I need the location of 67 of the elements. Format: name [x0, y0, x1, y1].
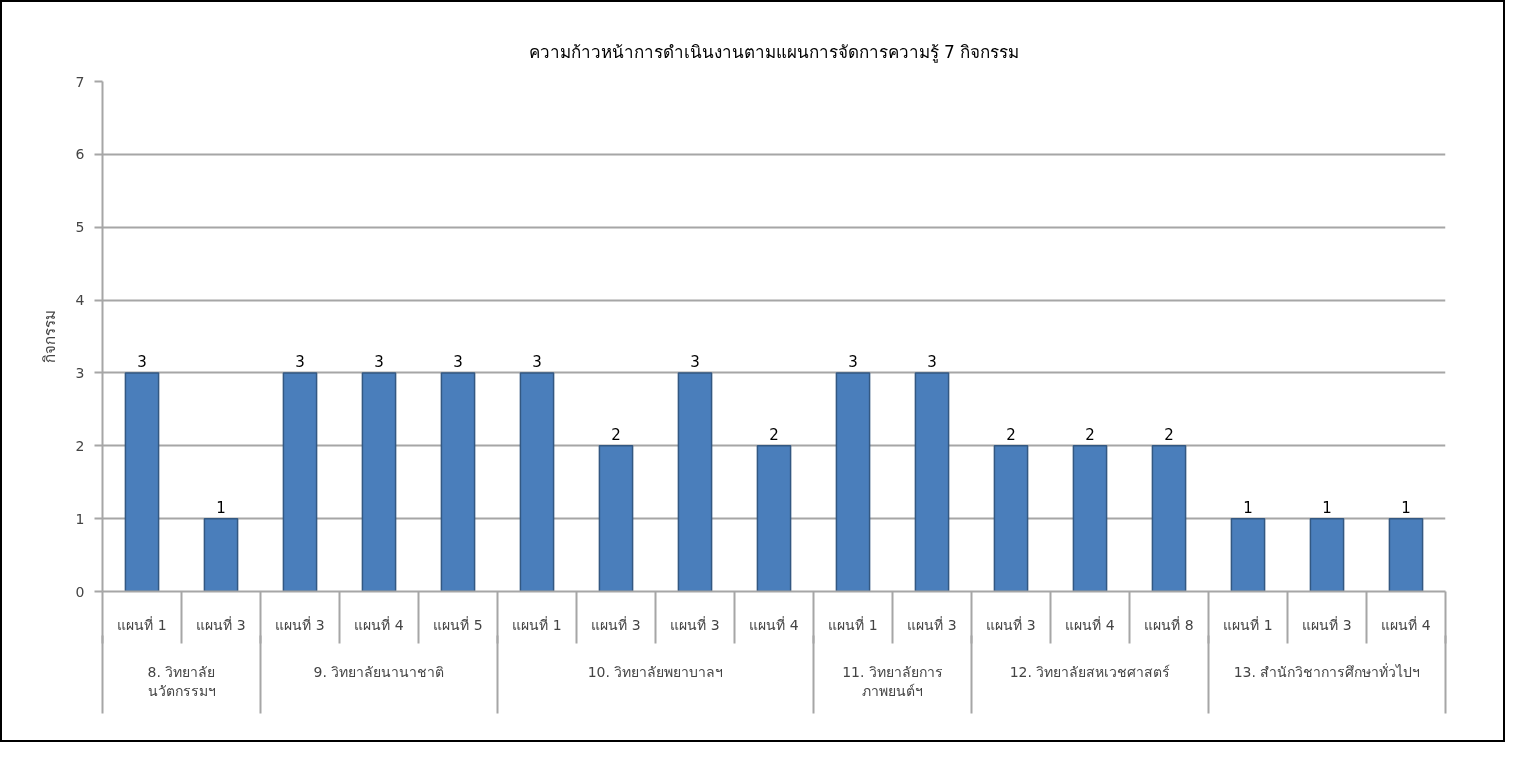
data-label: 1	[1401, 498, 1411, 517]
x-tick-label: แผนที่ 5	[433, 615, 483, 633]
chart-title: ความก้าวหน้าการดำเนินงานตามแผนการจัดการความรู้ 7 กิจกรรม	[528, 41, 1020, 63]
data-label: 2	[1164, 425, 1174, 444]
x-tick-label: แผนที่ 3	[591, 615, 641, 633]
x-tick-label: แผนที่ 3	[986, 615, 1036, 633]
y-tick-label: 1	[75, 510, 85, 527]
bar	[282, 372, 318, 592]
x-tick-label: แผนที่ 3	[275, 615, 325, 633]
bar	[519, 372, 555, 592]
bar	[1151, 445, 1187, 592]
y-tick-label: 5	[75, 219, 85, 236]
y-axis-title: กิจกรรม	[40, 310, 59, 363]
data-label: 2	[611, 425, 621, 444]
bar	[756, 445, 792, 592]
x-tick-label: แผนที่ 3	[670, 615, 720, 633]
data-label: 3	[374, 352, 384, 371]
data-label: 3	[690, 352, 700, 371]
bar	[1309, 517, 1345, 592]
x-tick-label: แผนที่ 4	[1381, 615, 1431, 633]
bar	[440, 372, 476, 592]
x-tick-label: แผนที่ 4	[1065, 615, 1115, 633]
bar	[124, 372, 160, 592]
data-label: 2	[1006, 425, 1016, 444]
bar	[914, 372, 950, 592]
text: 12. วิทยาลัยสหเวชศาสตร์	[1009, 663, 1171, 680]
x-tick-label: แผนที่ 1	[117, 615, 167, 633]
data-label: 3	[295, 352, 305, 371]
bar	[677, 372, 713, 592]
x-tick-label: แผนที่ 1	[828, 615, 878, 633]
bar	[993, 445, 1029, 592]
bar	[203, 517, 239, 592]
y-tick-label: 0	[75, 583, 85, 600]
y-tick-label: 2	[75, 437, 85, 454]
data-label: 3	[532, 352, 542, 371]
text: 10. วิทยาลัยพยาบาลฯ	[587, 663, 724, 680]
bar	[1388, 517, 1424, 592]
text: 8. วิทยาลัย นวัตกรรมฯ	[147, 663, 216, 699]
bar	[1230, 517, 1266, 592]
x-tick-label: แผนที่ 1	[512, 615, 562, 633]
data-label: 3	[453, 352, 463, 371]
bar	[1072, 445, 1108, 592]
data-label: 3	[848, 352, 858, 371]
bar	[361, 372, 397, 592]
data-label: 2	[1085, 425, 1095, 444]
x-tick-label: แผนที่ 3	[907, 615, 957, 633]
data-label: 3	[137, 352, 147, 371]
x-tick-label: แผนที่ 4	[749, 615, 799, 633]
y-tick-label: 3	[75, 364, 85, 381]
y-tick-label: 4	[75, 292, 85, 309]
y-tick-label: 6	[75, 146, 85, 163]
data-label: 2	[769, 425, 779, 444]
bar	[835, 372, 871, 592]
x-tick-label: แผนที่ 3	[196, 615, 246, 633]
data-label: 1	[216, 498, 226, 517]
x-tick-label: แผนที่ 8	[1144, 615, 1194, 633]
x-tick-label: แผนที่ 4	[354, 615, 404, 633]
bar	[598, 445, 634, 592]
text: 11. วิทยาลัยการ ภาพยนต์ฯ	[842, 663, 943, 699]
data-label: 1	[1243, 498, 1253, 517]
x-tick-label: แผนที่ 1	[1223, 615, 1273, 633]
y-tick-label: 7	[75, 73, 85, 90]
text: 13. สำนักวิชาการศึกษาทั่วไปฯ	[1233, 662, 1421, 680]
data-label: 1	[1322, 498, 1332, 517]
x-tick-label: แผนที่ 3	[1302, 615, 1352, 633]
text: 9. วิทยาลัยนานาชาติ	[313, 663, 445, 680]
data-label: 3	[927, 352, 937, 371]
